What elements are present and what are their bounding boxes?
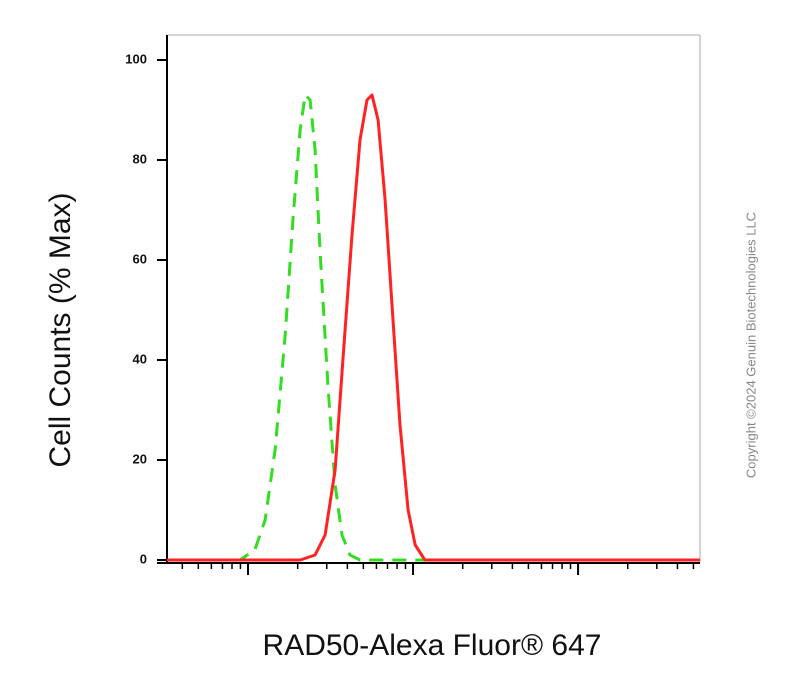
series-line (167, 93, 700, 562)
y-tick-label: 80 (133, 151, 147, 166)
x-axis-label: RAD50-Alexa Fluor® 647 (263, 629, 602, 662)
watermark: Copyright ©2024 Genuin Biotechnologies L… (743, 212, 758, 478)
y-tick-label: 40 (133, 351, 147, 366)
series-line (167, 93, 700, 562)
y-tick-label: 20 (133, 451, 147, 466)
y-axis-label: Cell Counts (% Max) (44, 192, 77, 467)
y-tick-label: 100 (125, 51, 147, 66)
y-tick-label: 60 (133, 251, 147, 266)
y-tick-label: 0 (140, 551, 147, 566)
